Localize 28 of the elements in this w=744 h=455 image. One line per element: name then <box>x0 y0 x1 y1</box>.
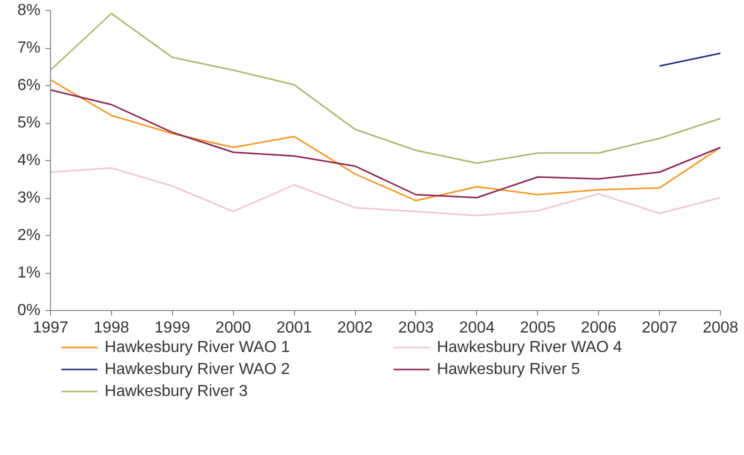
legend-label: Hawkesbury River 5 <box>436 361 580 378</box>
x-tick-label: 2002 <box>337 320 373 336</box>
x-tick-label: 2005 <box>520 320 556 336</box>
x-tick-label: 2004 <box>459 320 495 336</box>
y-tick-label: 1% <box>17 264 40 282</box>
y-tick-label: 4% <box>17 152 40 169</box>
y-tick-label: 3% <box>17 190 40 206</box>
line-series <box>50 12 720 164</box>
y-tick-label: 2% <box>17 227 40 244</box>
y-tick-label: 8% <box>17 2 40 19</box>
x-tick-label: 2008 <box>702 320 738 336</box>
x-tick-label: 2007 <box>642 320 678 336</box>
x-tick-label: 2003 <box>398 320 434 336</box>
legend-label: Hawkesbury River 3 <box>104 383 248 400</box>
y-tick-label: 0% <box>17 302 40 319</box>
y-tick-label: 7% <box>17 40 40 56</box>
y-tick-label: 6% <box>17 77 40 94</box>
y-tick-label: 5% <box>17 114 40 132</box>
line-series <box>50 167 720 216</box>
x-tick-label: 1998 <box>94 320 130 336</box>
x-tick-label: 1999 <box>154 320 190 336</box>
x-tick-label: 2001 <box>276 320 312 336</box>
x-tick-label: 2000 <box>215 320 252 336</box>
legend-label: Hawkesbury River WAO 2 <box>104 361 290 378</box>
legend-label: Hawkesbury River WAO 4 <box>436 339 622 356</box>
legend-label: Hawkesbury River WAO 1 <box>104 339 290 356</box>
x-tick-label: 1997 <box>32 320 68 336</box>
x-tick-label: 2006 <box>580 320 617 336</box>
